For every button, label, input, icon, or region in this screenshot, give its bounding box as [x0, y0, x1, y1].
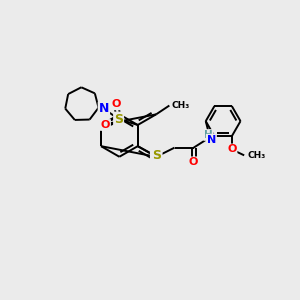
- Text: S: S: [114, 112, 123, 126]
- Text: CH₃: CH₃: [248, 151, 266, 160]
- Text: O: O: [227, 144, 236, 154]
- Text: O: O: [112, 99, 121, 110]
- Text: N: N: [99, 102, 109, 115]
- Text: N: N: [207, 135, 216, 145]
- Text: H: H: [204, 130, 213, 140]
- Text: O: O: [189, 158, 198, 167]
- Text: N: N: [151, 150, 161, 163]
- Text: O: O: [101, 120, 110, 130]
- Text: S: S: [152, 148, 161, 161]
- Text: CH₃: CH₃: [172, 101, 190, 110]
